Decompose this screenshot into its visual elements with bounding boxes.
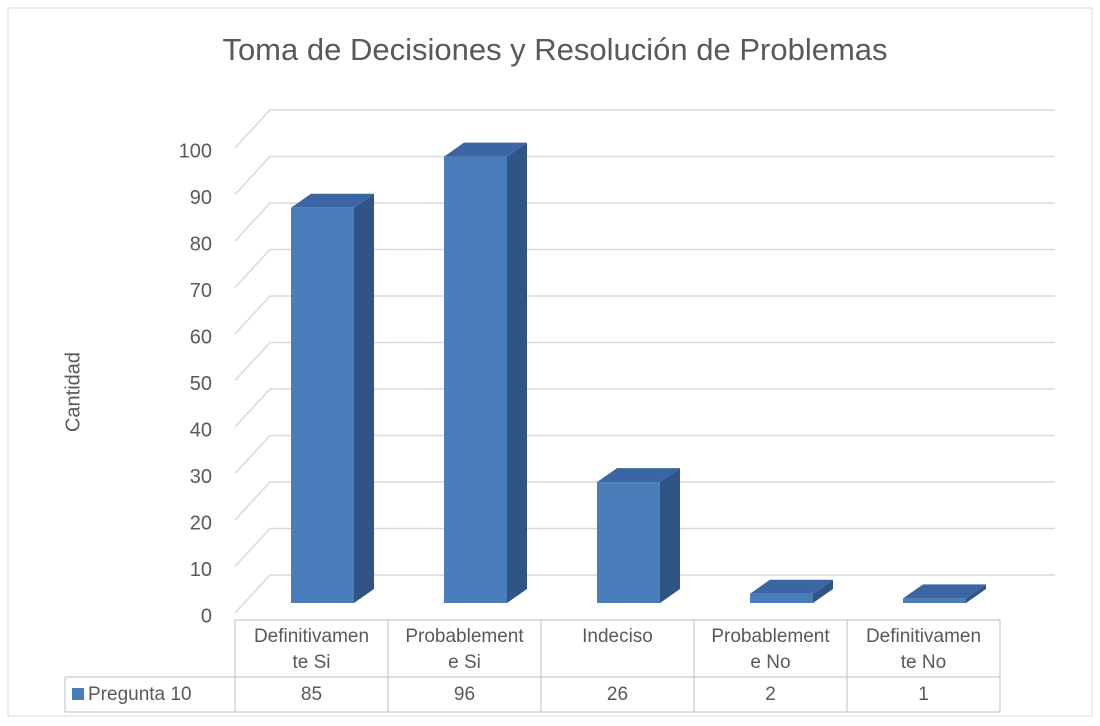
y-tick-label: 100 xyxy=(179,140,212,162)
grid-line xyxy=(234,527,1055,568)
legend-key xyxy=(72,688,84,700)
y-tick-label: 20 xyxy=(190,512,212,534)
y-tick-label: 30 xyxy=(190,466,212,488)
y-tick-label: 10 xyxy=(190,559,212,581)
category-label: Probablemente No xyxy=(711,626,830,673)
category-label: Definitivamente No xyxy=(865,626,982,673)
y-tick-label: 70 xyxy=(190,280,212,302)
bar xyxy=(444,156,507,603)
grid-line xyxy=(234,434,1055,475)
bar-top xyxy=(903,584,986,599)
bar xyxy=(291,207,354,603)
y-tick-label: 80 xyxy=(190,233,212,255)
bar-side xyxy=(966,584,986,603)
table-value: 96 xyxy=(454,684,475,705)
chart-title: Toma de Decisiones y Resolución de Probl… xyxy=(222,32,887,67)
bar xyxy=(597,482,660,603)
y-axis-title: Cantidad xyxy=(62,352,84,432)
bar-top xyxy=(444,142,527,157)
grid-line xyxy=(234,481,1055,521)
bar xyxy=(750,593,813,603)
grid-line xyxy=(234,388,1055,428)
chart-frame xyxy=(7,7,1093,717)
bar-top xyxy=(291,193,374,208)
table-value: 2 xyxy=(765,684,776,705)
grid-line xyxy=(234,341,1055,382)
y-tick-label: 60 xyxy=(190,326,212,348)
category-label: Probablemente Si xyxy=(405,626,524,673)
y-tick-label: 90 xyxy=(190,187,212,209)
grid-line xyxy=(234,295,1055,335)
bar-side xyxy=(507,142,527,603)
grid-line xyxy=(234,574,1055,614)
grid-line xyxy=(234,109,1055,149)
table-value: 85 xyxy=(301,684,322,705)
table-value: 26 xyxy=(607,684,628,705)
y-tick-label: 40 xyxy=(190,419,212,441)
category-label: Indeciso xyxy=(582,626,653,647)
bar-side xyxy=(813,579,833,603)
bar-side xyxy=(660,468,680,603)
y-tick-label: 50 xyxy=(190,373,212,395)
y-tick-label: 0 xyxy=(201,605,212,627)
category-label: Definitivamente Si xyxy=(253,626,370,673)
bar-top xyxy=(750,579,833,594)
bar-side xyxy=(354,193,374,603)
grid-line xyxy=(234,202,1055,242)
table-value: 1 xyxy=(918,684,929,705)
bar xyxy=(903,598,966,603)
grid-line xyxy=(234,155,1055,196)
legend-label: Pregunta 10 xyxy=(88,684,192,705)
grid-line xyxy=(234,248,1055,289)
bar-top xyxy=(597,468,680,483)
